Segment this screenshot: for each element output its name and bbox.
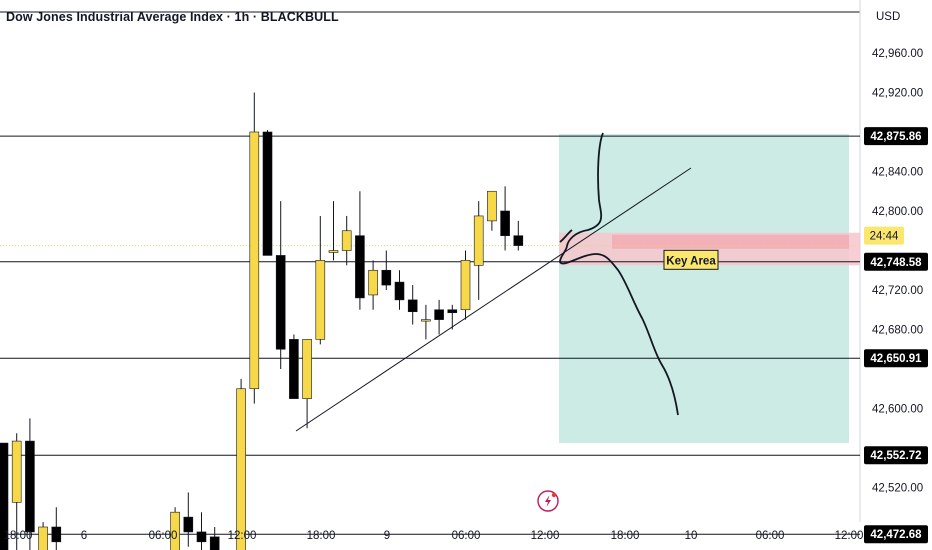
candle-bear (513, 235, 524, 246)
candle-bear (394, 281, 405, 301)
price-tick-label: 42,600.00 (872, 404, 923, 416)
candle-bear (447, 309, 458, 314)
drawings-layer (295, 132, 692, 512)
candle-bull (170, 511, 180, 550)
candle-bull (236, 388, 246, 550)
candle-bear (183, 516, 194, 533)
projection-path (559, 132, 679, 416)
time-tick-label: 12:00 (835, 530, 864, 542)
candle-bull (368, 269, 378, 296)
key-area-label: Key Area (666, 255, 716, 267)
level-price-label: 42,650.91 (870, 353, 922, 365)
candle-bear (407, 299, 418, 313)
level-price-label: 42,748.58 (870, 257, 922, 269)
levels-layer (0, 135, 860, 535)
zones-layer (559, 133, 860, 444)
key-area-tag[interactable] (663, 249, 719, 270)
trendline[interactable] (295, 167, 692, 432)
time-tick-label: 18:00 (611, 530, 640, 542)
candle-bull (315, 260, 326, 340)
candle-bear (25, 440, 35, 533)
bolt-icon[interactable] (537, 490, 559, 512)
price-tick-label: 42,960.00 (872, 48, 923, 60)
price-tick-label: 42,680.00 (872, 325, 923, 337)
candle-bear (434, 309, 444, 320)
level-labels-layer: 42,875.86 42,748.58 42,650.91 42,552.72 42,4… (663, 127, 928, 544)
time-tick-label: 18:00 (4, 530, 33, 542)
time-tick-label: 12:00 (531, 530, 560, 542)
countdown-badge (864, 226, 904, 245)
level-price-label: 42,552.72 (870, 450, 921, 462)
time-tick-label: 10 (685, 530, 698, 542)
candle-bear (275, 255, 286, 350)
candle-bear (262, 131, 273, 256)
price-axis[interactable]: 42,960.00 42,920.00 42,840.00 42,800.00 42,7… (872, 48, 923, 495)
price-tick-label: 42,720.00 (872, 285, 923, 297)
candle-bull (11, 440, 22, 503)
profit-zone[interactable] (559, 133, 849, 444)
price-tick-label: 42,800.00 (872, 206, 923, 218)
time-tick-label: 12:00 (228, 530, 257, 542)
candle-bear (500, 210, 510, 236)
candles-layer (0, 92, 524, 550)
level-price-label: 42,875.86 (870, 131, 921, 143)
time-axis[interactable]: 18:00 6 06:00 12:00 18:00 9 06:00 12:00 18:00 10 0… (4, 530, 864, 542)
price-tick-label: 42,840.00 (872, 167, 923, 179)
level-price-badge[interactable] (864, 349, 928, 368)
time-tick-label: 06:00 (452, 530, 481, 542)
time-tick-label: 06:00 (756, 530, 785, 542)
candle-bull (460, 260, 471, 311)
candle-bull (249, 131, 260, 390)
chart-title: Dow Jones Industrial Average Index · 1h … (6, 10, 339, 24)
candle-bull (302, 339, 312, 399)
candle-bull (421, 319, 431, 322)
candle-bear (51, 526, 62, 543)
time-tick-label: 06:00 (149, 530, 178, 542)
candle-bear (355, 235, 365, 299)
candle-bull (341, 230, 352, 251)
candle-bear (289, 339, 299, 399)
candle-bull (487, 190, 497, 222)
level-price-badge[interactable] (864, 252, 928, 271)
candle-bear (209, 536, 220, 550)
projection-hook (559, 229, 573, 243)
price-tick-label: 42,920.00 (872, 88, 923, 100)
candle-bear (381, 269, 392, 286)
level-price-badge[interactable] (864, 127, 928, 146)
time-tick-label: 6 (81, 530, 87, 542)
candle-bull (328, 250, 339, 253)
candle-bear (0, 442, 9, 550)
level-price-badge[interactable] (864, 525, 928, 544)
time-tick-label: 18:00 (307, 530, 336, 542)
candle-bull (473, 215, 484, 266)
candle-bull (38, 526, 48, 550)
candle-bear (196, 531, 207, 543)
level-price-badge[interactable] (864, 446, 928, 465)
key-area-band (612, 234, 849, 249)
price-tick-label: 42,520.00 (872, 483, 923, 495)
time-tick-label: 9 (384, 530, 390, 542)
level-price-label: 42,472.68 (870, 529, 922, 541)
countdown-label: 24:44 (870, 231, 899, 243)
currency-label[interactable]: USD (876, 11, 901, 23)
